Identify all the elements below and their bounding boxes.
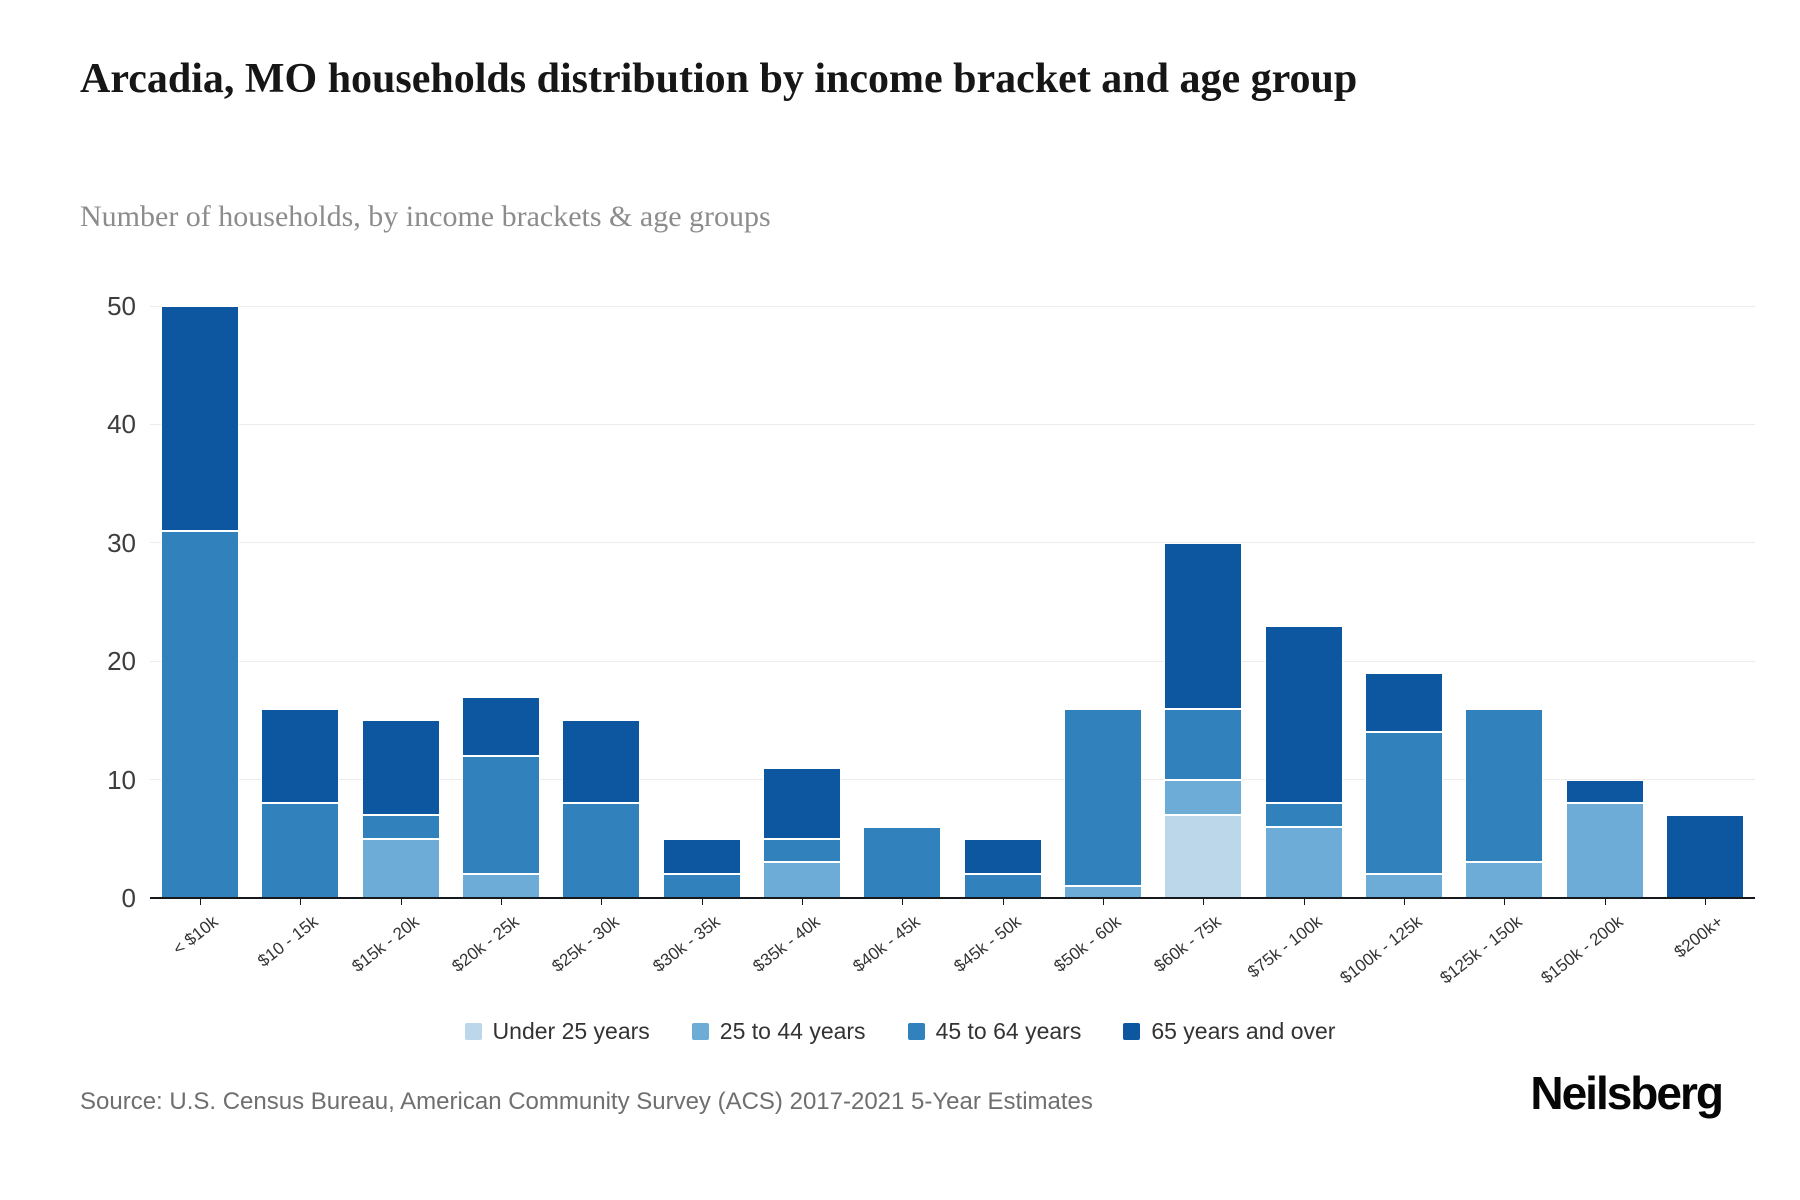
x-axis-tick (200, 899, 202, 905)
bar-segment[interactable] (1364, 673, 1443, 733)
x-axis-tick (1704, 899, 1706, 905)
bar-segment[interactable] (1565, 803, 1644, 898)
bar-segment[interactable] (361, 720, 440, 816)
bar-segment[interactable] (1164, 708, 1243, 780)
legend-item[interactable]: 45 to 64 years (907, 1018, 1082, 1045)
x-axis-tick (902, 899, 904, 905)
bar-segment[interactable] (1164, 779, 1243, 816)
source-note: Source: U.S. Census Bureau, American Com… (80, 1088, 1093, 1115)
chart-subtitle: Number of households, by income brackets… (80, 200, 771, 233)
legend-label: 65 years and over (1151, 1018, 1336, 1044)
gridline (150, 660, 1755, 662)
y-axis-label: 50 (107, 291, 136, 321)
bar-segment[interactable] (963, 838, 1042, 875)
x-axis-tick (501, 899, 503, 905)
x-axis-line (150, 897, 1755, 899)
gridline (150, 779, 1755, 781)
x-axis-label: $50k - 60k (1050, 912, 1125, 976)
legend-swatch-icon (907, 1023, 925, 1040)
bar-segment[interactable] (1665, 815, 1744, 898)
x-axis-tick (701, 899, 703, 905)
x-axis-tick (1604, 899, 1606, 905)
bar-segment[interactable] (562, 803, 641, 898)
x-axis-label: $15k - 20k (348, 912, 423, 976)
gridline (150, 423, 1755, 425)
chart-title: Arcadia, MO households distribution by i… (80, 56, 1358, 102)
x-axis-label: $10 - 15k (254, 912, 323, 971)
bar-segment[interactable] (462, 755, 541, 875)
x-axis-label: $75k - 100k (1243, 912, 1326, 982)
legend-swatch-icon (464, 1023, 482, 1040)
y-axis-label: 30 (107, 527, 136, 558)
x-axis-tick (1504, 899, 1506, 905)
y-axis-label: 40 (107, 409, 136, 440)
bar-segment[interactable] (662, 874, 741, 898)
bar-segment[interactable] (963, 874, 1042, 898)
bar-segment[interactable] (1264, 803, 1343, 827)
bar-segment[interactable] (361, 815, 440, 839)
x-axis-tick (1102, 899, 1104, 905)
legend-item[interactable]: 25 to 44 years (691, 1018, 866, 1045)
bar-segment[interactable] (662, 838, 741, 875)
x-axis-label: $150k - 200k (1537, 912, 1627, 988)
bar-segment[interactable] (1465, 862, 1544, 898)
gridline (150, 305, 1755, 307)
bar-segment[interactable] (161, 530, 240, 898)
bar-segment[interactable] (261, 708, 340, 804)
bar-segment[interactable] (462, 874, 541, 898)
x-axis-tick (802, 899, 804, 905)
x-axis-label: $200k+ (1670, 912, 1727, 962)
bar-segment[interactable] (1465, 708, 1544, 863)
x-axis-label: $30k - 35k (649, 912, 724, 976)
bar-segment[interactable] (1264, 826, 1343, 898)
bar-segment[interactable] (361, 838, 440, 898)
bar-segment[interactable] (763, 862, 842, 898)
bar-segment[interactable] (1264, 625, 1343, 804)
y-axis-label: 20 (107, 646, 136, 677)
legend-item[interactable]: 65 years and over (1123, 1018, 1335, 1045)
x-axis-tick (400, 899, 402, 905)
x-axis-tick (1403, 899, 1405, 905)
bar-segment[interactable] (763, 767, 842, 839)
bar-segment[interactable] (1063, 708, 1142, 887)
x-axis-label: $100k - 125k (1336, 912, 1426, 988)
bar-segment[interactable] (1164, 815, 1243, 898)
legend-swatch-icon (691, 1023, 709, 1040)
bar-segment[interactable] (1164, 542, 1243, 709)
bar-segment[interactable] (261, 803, 340, 898)
bar-segment[interactable] (462, 696, 541, 756)
bar-segment[interactable] (161, 306, 240, 531)
x-axis-label: < $10k (169, 912, 222, 959)
y-axis-label: 10 (107, 764, 136, 795)
gridline (150, 542, 1755, 544)
x-axis-label: $20k - 25k (448, 912, 523, 976)
bar-segment[interactable] (1565, 779, 1644, 804)
x-axis-label: $35k - 40k (749, 912, 824, 976)
brand-logo: Neilsberg (1530, 1067, 1724, 1119)
bar-segment[interactable] (1364, 874, 1443, 898)
x-axis-tick (300, 899, 302, 905)
legend-label: 45 to 64 years (935, 1018, 1082, 1044)
x-axis-label: $45k - 50k (950, 912, 1025, 976)
legend-swatch-icon (1123, 1023, 1141, 1040)
legend: Under 25 years 25 to 44 years 45 to 64 yea… (0, 1018, 1800, 1045)
legend-label: Under 25 years (492, 1018, 650, 1044)
x-axis-label: $60k - 75k (1150, 912, 1225, 976)
x-axis-tick (1303, 899, 1305, 905)
x-axis-tick (601, 899, 603, 905)
x-axis-label: $125k - 150k (1436, 912, 1526, 988)
x-axis-label: $25k - 30k (548, 912, 624, 976)
bar-segment[interactable] (1364, 732, 1443, 875)
bar-segment[interactable] (562, 720, 641, 804)
legend-label: 25 to 44 years (719, 1018, 866, 1044)
bar-segment[interactable] (763, 838, 842, 863)
x-axis-tick (1002, 899, 1004, 905)
x-axis-label: $40k - 45k (849, 912, 925, 976)
x-axis-tick (1203, 899, 1205, 905)
bar-segment[interactable] (863, 826, 942, 898)
legend-item[interactable]: Under 25 years (464, 1018, 650, 1045)
y-axis-label: 0 (121, 883, 136, 913)
